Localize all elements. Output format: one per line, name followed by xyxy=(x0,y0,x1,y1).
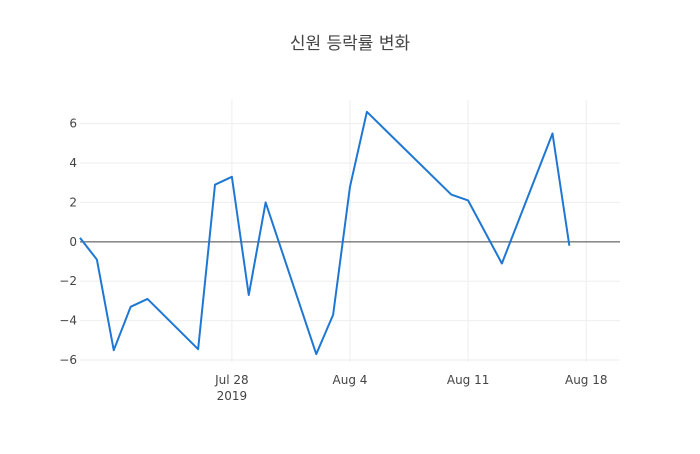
series-line xyxy=(79,110,571,356)
y-tick-label: −6 xyxy=(59,353,77,367)
x-tick-label: Aug 4 xyxy=(333,373,368,387)
x-tick-label: Aug 11 xyxy=(447,373,490,387)
y-tick-label: 6 xyxy=(69,117,77,131)
y-tick-label: 4 xyxy=(69,156,77,170)
x-tick-sublabel: 2019 xyxy=(217,389,248,403)
y-tick-label: 2 xyxy=(69,195,77,209)
y-tick-label: −2 xyxy=(59,274,77,288)
x-tick-label: Aug 18 xyxy=(565,373,608,387)
x-tick-label: Jul 28 xyxy=(214,373,249,387)
y-tick-label: −4 xyxy=(59,314,77,328)
axes: Jul 28 2019 Aug 4 Aug 11 Aug 18 6 4 2 0 −2 −4 −6 xyxy=(59,117,620,403)
grid-lines xyxy=(80,100,620,362)
series-layer xyxy=(79,110,571,356)
y-tick-label: 0 xyxy=(69,235,77,249)
chart-title: 신원 등락률 변화 xyxy=(290,34,411,54)
